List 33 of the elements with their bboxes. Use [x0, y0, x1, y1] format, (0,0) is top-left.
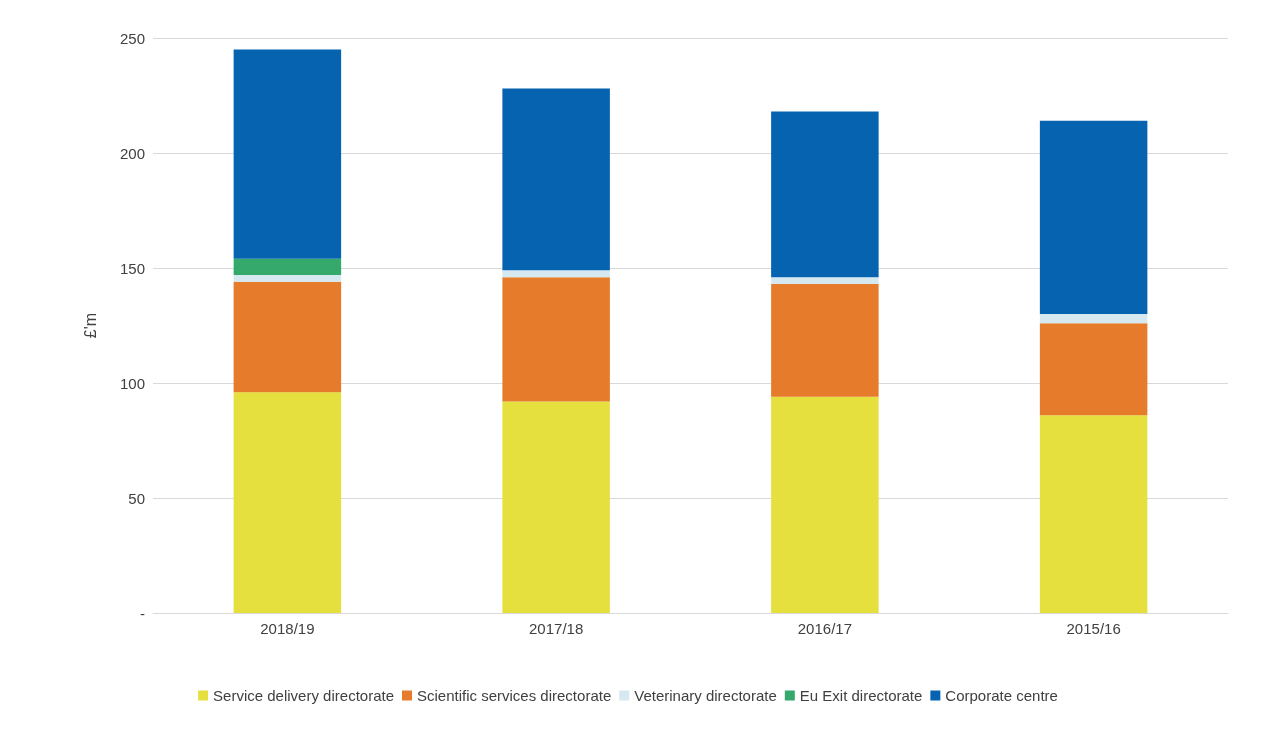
bar [1039, 415, 1148, 613]
x-tick-label: 2015/16 [1066, 620, 1121, 637]
bar [502, 270, 610, 278]
bar [233, 258, 342, 275]
bar [502, 88, 610, 271]
bar [233, 281, 342, 393]
bar [1039, 323, 1148, 416]
y-tick-label: 50 [128, 489, 145, 507]
bar [502, 401, 610, 613]
bar [771, 111, 879, 278]
bar [233, 274, 342, 282]
y-tick-label: 150 [119, 259, 145, 277]
bar [233, 392, 342, 613]
y-tick-label: 250 [119, 29, 145, 47]
bar [1039, 120, 1148, 314]
legend-label: Veterinary directorate [634, 687, 777, 704]
legend-label: Scientific services directorate [416, 687, 612, 704]
bar [771, 396, 879, 613]
y-tick-label: 200 [119, 144, 145, 162]
x-tick-label: 2017/18 [529, 620, 584, 637]
bar [233, 49, 342, 259]
y-axis-title: £'m [81, 312, 99, 339]
x-tick-label: 2018/19 [260, 620, 315, 637]
bar [502, 277, 610, 402]
y-tick-label: 100 [119, 374, 145, 392]
legend-label: Eu Exit directorate [799, 687, 923, 704]
x-tick-label: 2016/17 [797, 620, 852, 637]
bar [771, 284, 879, 397]
y-tick-label: - [140, 604, 145, 622]
legend-label: Corporate centre [945, 687, 1058, 704]
bar [1039, 314, 1148, 324]
legend-label: Service delivery directorate [213, 687, 394, 704]
bar [771, 277, 879, 285]
